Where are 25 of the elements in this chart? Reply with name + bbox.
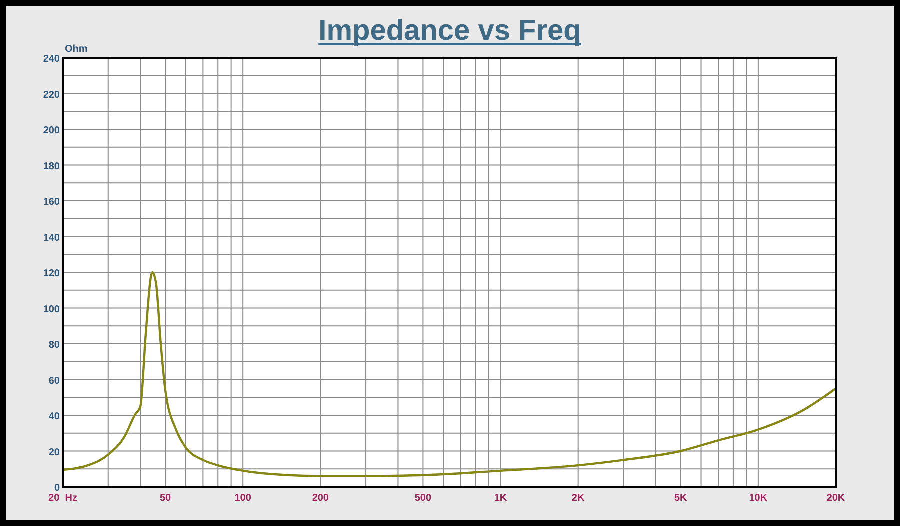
x-tick-label: 20K bbox=[826, 493, 846, 504]
y-tick-label: 240 bbox=[43, 54, 60, 65]
x-tick-label: 1K bbox=[494, 493, 508, 504]
y-tick-label: 100 bbox=[43, 304, 60, 316]
y-tick-label: 140 bbox=[43, 232, 60, 244]
y-tick-label: 120 bbox=[43, 268, 60, 280]
x-tick-label: 500 bbox=[414, 493, 432, 504]
y-tick-label: 180 bbox=[43, 161, 60, 172]
x-tick-label: 200 bbox=[312, 493, 330, 504]
y-tick-label: 160 bbox=[43, 197, 60, 208]
y-tick-label: 0 bbox=[54, 483, 60, 494]
x-tick-label: 5K bbox=[674, 493, 688, 504]
y-tick-label: 200 bbox=[43, 126, 60, 136]
chart-title: Impedance vs Freq bbox=[318, 15, 582, 47]
x-tick-label: 10K bbox=[749, 493, 768, 504]
x-tick-label: 20 Hz bbox=[48, 493, 78, 504]
y-tick-label: 80 bbox=[48, 340, 60, 351]
x-tick-label: 100 bbox=[234, 493, 252, 504]
y-tick-label: 60 bbox=[48, 376, 60, 387]
y-tick-label: 40 bbox=[48, 412, 60, 422]
y-axis-title: Ohm bbox=[65, 44, 88, 55]
y-tick-label: 20 bbox=[48, 447, 60, 458]
x-tick-label: 2K bbox=[572, 493, 586, 504]
x-tick-label: 50 bbox=[160, 493, 172, 504]
y-tick-label: 220 bbox=[43, 90, 60, 101]
